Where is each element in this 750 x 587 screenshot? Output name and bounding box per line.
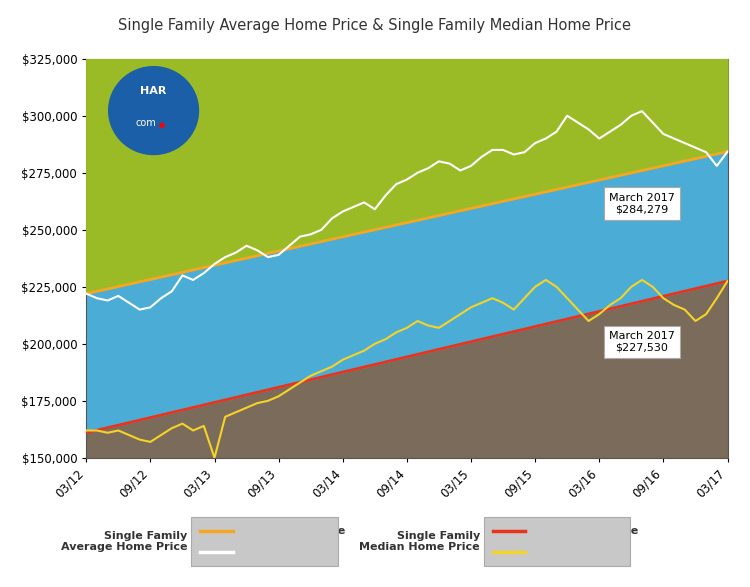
Text: com: com <box>136 117 156 127</box>
Text: ●: ● <box>158 122 164 127</box>
Text: March 2017
$227,530: March 2017 $227,530 <box>609 331 675 353</box>
Text: Single Family Average Home Price & Single Family Median Home Price: Single Family Average Home Price & Singl… <box>118 18 632 33</box>
Text: Actual Price: Actual Price <box>238 548 314 558</box>
Text: 5-Year Trend Line: 5-Year Trend Line <box>238 525 346 535</box>
Text: Single Family
Average Home Price: Single Family Average Home Price <box>61 531 188 552</box>
FancyBboxPatch shape <box>484 517 630 566</box>
Text: Single Family
Median Home Price: Single Family Median Home Price <box>359 531 480 552</box>
Text: Actual Price: Actual Price <box>531 548 606 558</box>
Ellipse shape <box>109 67 199 154</box>
Text: HAR: HAR <box>140 86 166 96</box>
FancyBboxPatch shape <box>191 517 338 566</box>
Text: 5-Year Trend Line: 5-Year Trend Line <box>531 525 638 535</box>
Text: March 2017
$284,279: March 2017 $284,279 <box>609 193 675 214</box>
